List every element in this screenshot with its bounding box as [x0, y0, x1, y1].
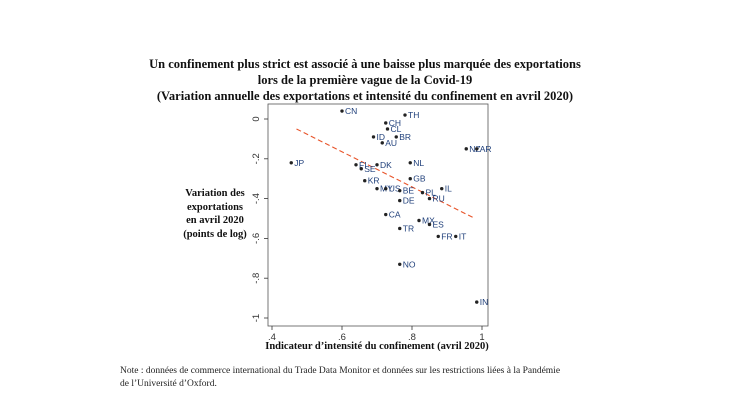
data-point [417, 218, 421, 223]
y-axis-title: Variation des exportations en avril 2020… [176, 187, 254, 241]
data-point-label: NO [403, 259, 416, 269]
y-axis-title-line: Variation des [185, 188, 245, 199]
data-point [408, 177, 412, 181]
title-line-2: lors de la première vague de la Covid-19 [257, 73, 473, 87]
title-line-1: Un confinement plus strict est associé à… [149, 57, 581, 71]
data-point-label: TH [408, 110, 419, 120]
data-point [475, 147, 479, 151]
data-point-label: CH [389, 118, 401, 128]
data-point-label: TR [403, 223, 414, 233]
x-tick-label: .6 [338, 332, 346, 343]
footnote-line-2: de l’Université d’Oxford. [120, 379, 217, 389]
data-point [454, 234, 458, 239]
data-point-label: JP [294, 158, 304, 168]
data-point-label: NL [413, 158, 424, 168]
data-point [408, 161, 412, 165]
data-point [403, 113, 407, 117]
data-point-label: DK [380, 160, 392, 170]
x-tick-label: .4 [268, 332, 276, 343]
data-point-label: SE [364, 164, 376, 174]
y-axis-title-line: en avril 2020 [186, 215, 244, 226]
data-point-label: CN [345, 106, 357, 116]
data-point-label: ES [433, 219, 445, 229]
data-point [385, 127, 390, 131]
data-point [427, 222, 432, 227]
y-tick-label: -.2 [251, 153, 262, 164]
data-point [398, 226, 402, 231]
data-point-label: ID [377, 132, 386, 142]
data-point [384, 212, 388, 217]
title-line-3: (Variation annuelle des exportations et … [156, 89, 574, 103]
data-point [340, 109, 344, 113]
footnote-line-1: Note : données de commerce international… [120, 366, 561, 376]
data-point [384, 186, 388, 191]
data-point [398, 198, 402, 203]
fitted-trend-line [296, 128, 476, 219]
data-point-label: KR [368, 176, 380, 186]
data-point [464, 147, 468, 151]
data-point-label: PL [426, 188, 437, 198]
data-point [359, 167, 363, 171]
data-point-label: CA [389, 210, 401, 220]
data-point-label: MX [422, 215, 435, 225]
footnote: Note : données de commerce international… [120, 365, 680, 391]
x-axis-title: Indicateur d’intensité du confinement (a… [265, 341, 489, 352]
data-point-label: NZ [469, 144, 480, 154]
data-point-label: US [389, 184, 401, 194]
x-tick-label: 1 [479, 332, 484, 343]
data-point-label: BR [399, 132, 411, 142]
data-point-label: DE [403, 196, 415, 206]
y-tick-label: 0 [251, 116, 262, 121]
data-point [394, 135, 398, 139]
data-point-label: GB [413, 174, 426, 184]
y-axis-title-line: (points de log) [183, 228, 247, 240]
y-tick-label: -.6 [251, 233, 262, 244]
data-point [289, 161, 293, 165]
data-point [440, 186, 444, 191]
data-point-label: BE [403, 186, 415, 196]
data-point-label: IL [445, 184, 452, 194]
data-point-label: AR [480, 144, 492, 154]
plot-frame [267, 103, 489, 327]
data-point [363, 178, 367, 183]
data-point [398, 262, 402, 266]
y-tick-label: -.8 [251, 273, 262, 284]
y-tick-label: -1 [251, 314, 262, 322]
data-point [375, 186, 379, 191]
data-point-label: AU [385, 138, 397, 148]
data-point [380, 141, 384, 145]
data-point [420, 190, 425, 195]
data-point-label: CL [391, 124, 402, 134]
data-point-label: RU [433, 194, 445, 204]
data-point [375, 163, 379, 167]
data-point-label: FI [359, 160, 367, 170]
data-point [398, 188, 402, 193]
data-point [475, 300, 479, 304]
data-point-label: IN [480, 297, 489, 307]
data-point-label: IT [459, 231, 467, 241]
y-axis-title-line: exportations [187, 201, 243, 213]
data-point [384, 121, 388, 125]
y-tick-label: -.4 [251, 193, 262, 204]
data-point [436, 234, 440, 239]
data-point-label: FR [441, 231, 452, 241]
x-tick-label: .8 [408, 332, 416, 343]
data-point [427, 196, 432, 201]
chart-title: Un confinement plus strict est associé à… [0, 56, 730, 104]
data-point [371, 135, 376, 139]
data-point [354, 163, 358, 167]
